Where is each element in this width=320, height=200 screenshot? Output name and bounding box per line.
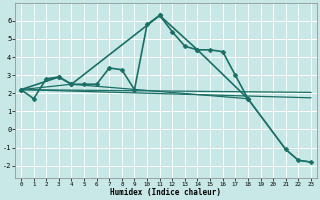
X-axis label: Humidex (Indice chaleur): Humidex (Indice chaleur): [110, 188, 221, 197]
